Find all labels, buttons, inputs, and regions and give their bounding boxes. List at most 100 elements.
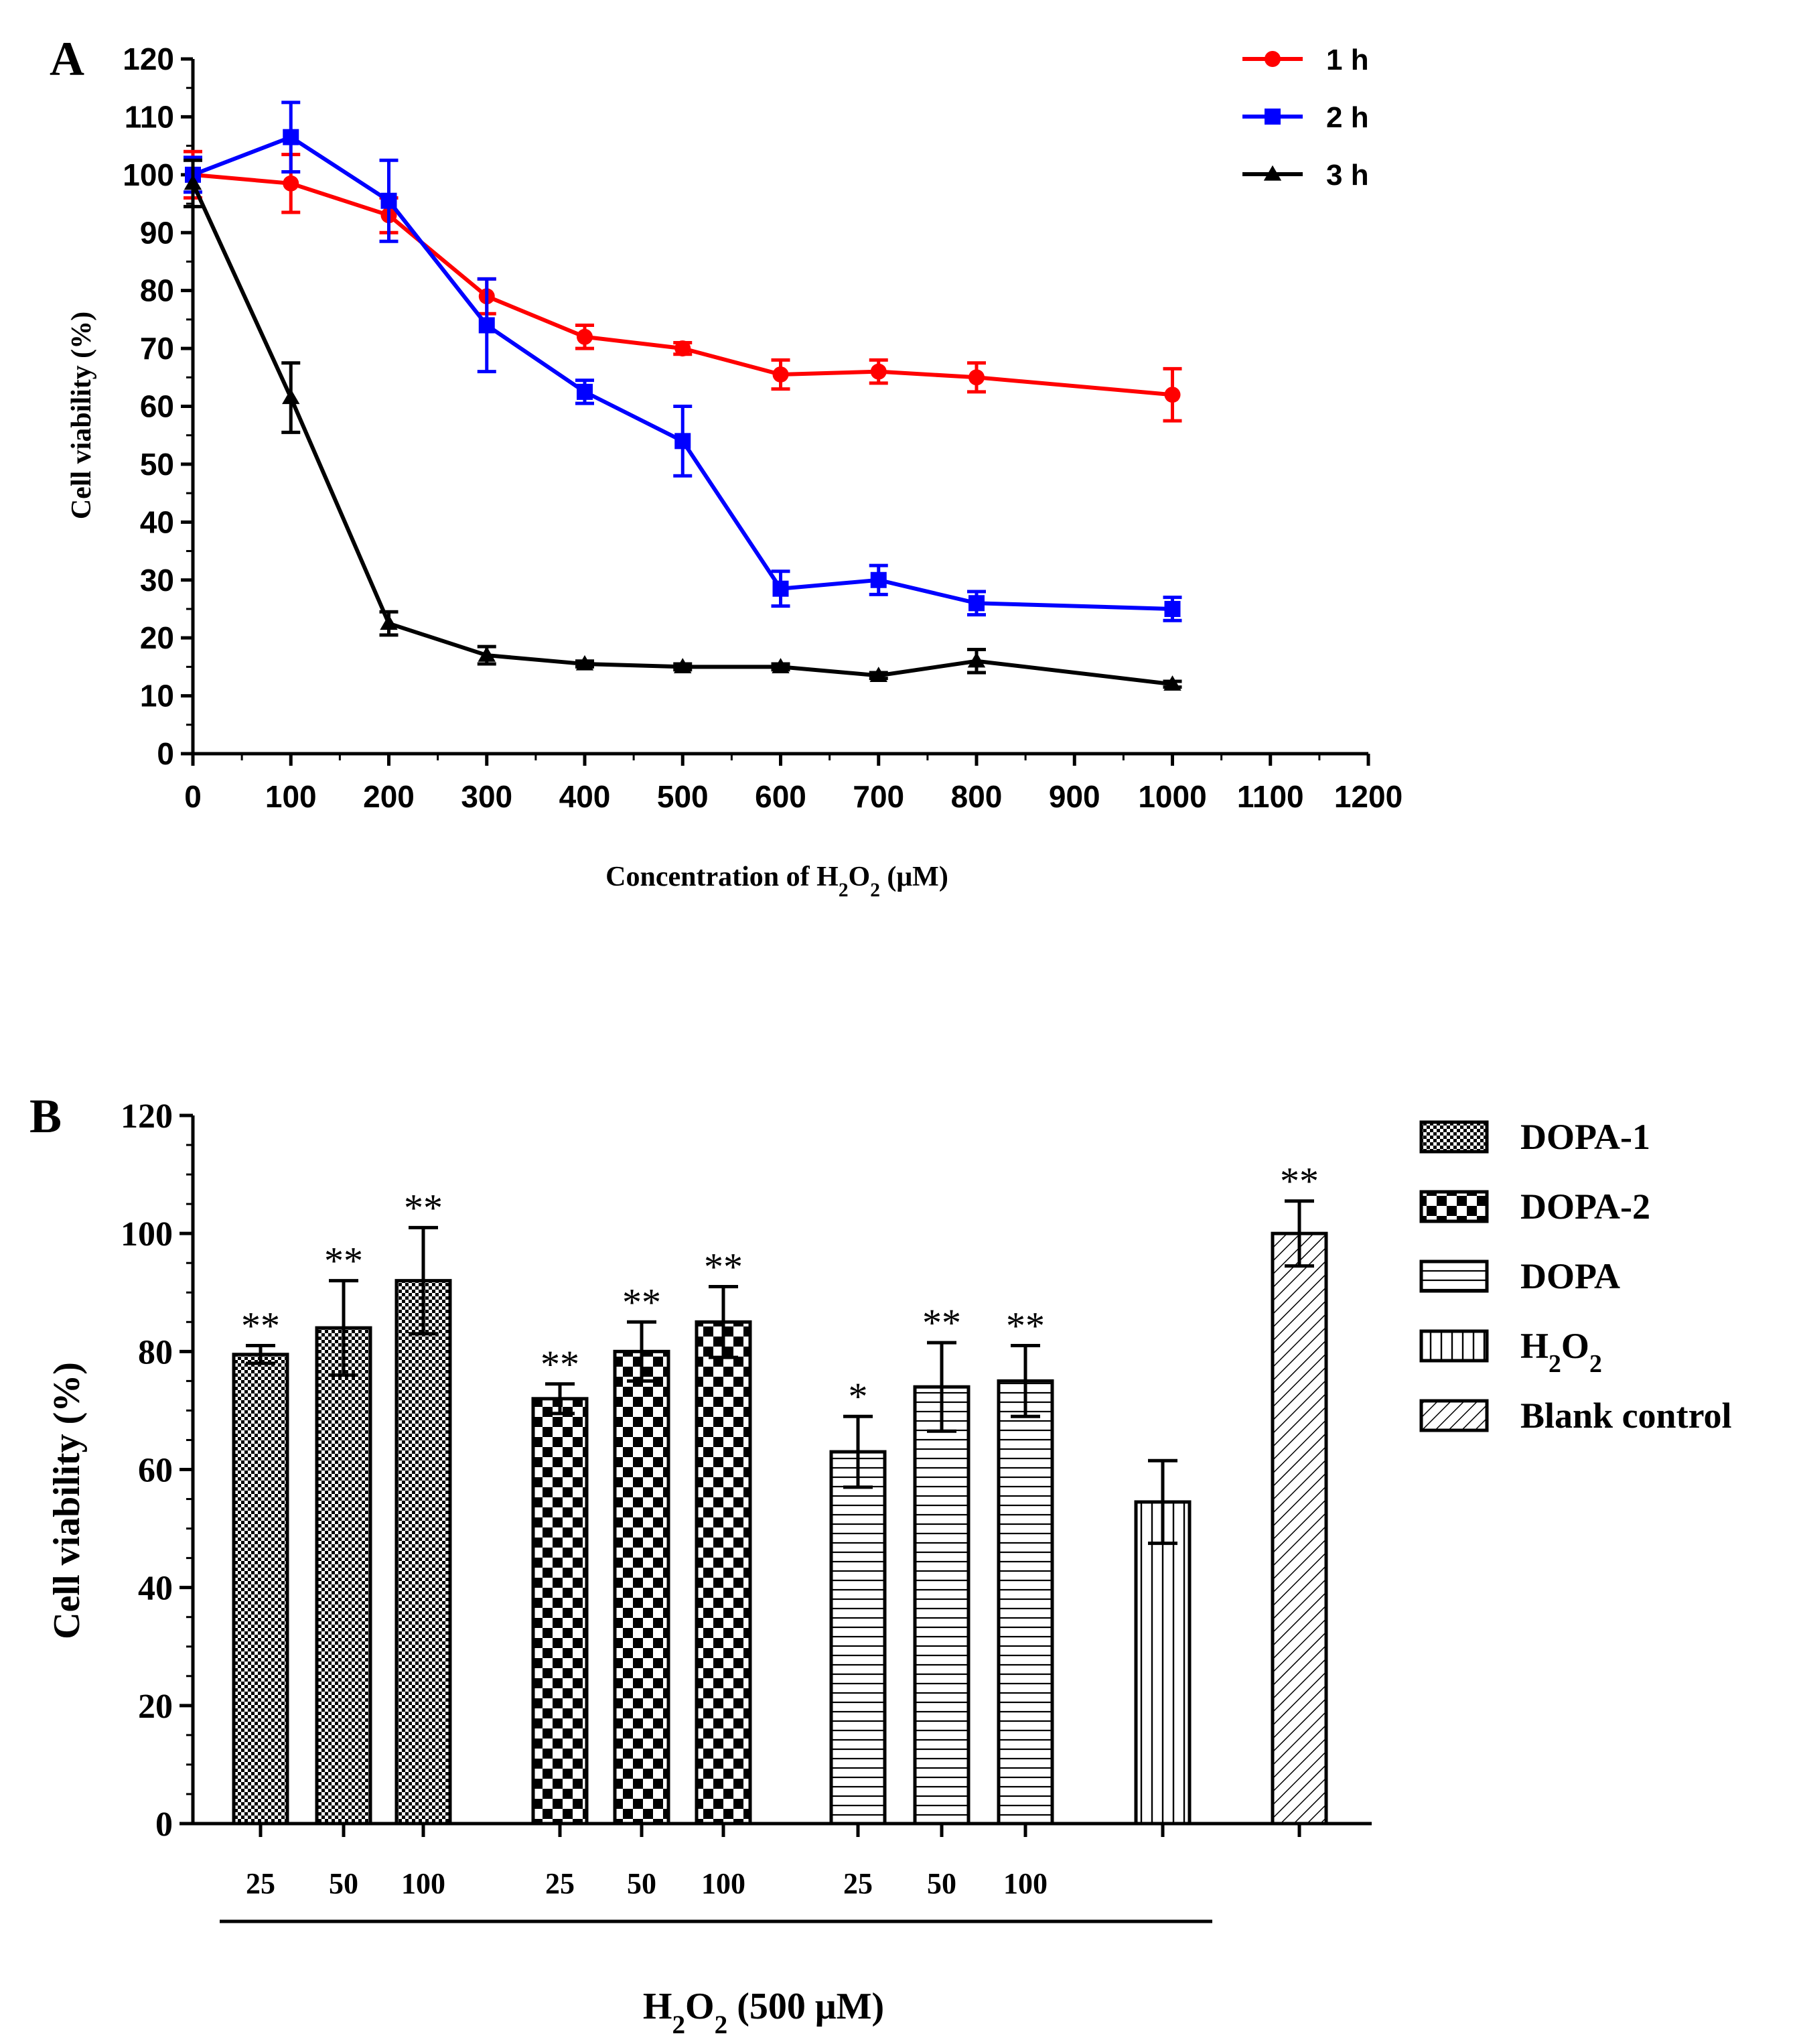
panel-a-x-tick-label: 1200 (1334, 779, 1403, 814)
panel-label-b: B (29, 1089, 62, 1143)
panel-a-x-axis-title: Concentration of H2O2 (μM) (605, 862, 948, 901)
data-point-2h (283, 129, 299, 145)
significance-label: * (849, 1375, 868, 1418)
bar (829, 1450, 887, 1826)
data-point-3h (674, 658, 692, 673)
bar (232, 1353, 289, 1826)
panel-a-y-tick-label: 70 (140, 331, 174, 366)
concentration-label: 25 (843, 1867, 873, 1900)
panel-a-y-tick-label: 50 (140, 447, 174, 482)
data-point-1h (674, 340, 691, 357)
legend-label: DOPA-1 (1520, 1117, 1650, 1157)
bar (1134, 1500, 1192, 1826)
panel-a-x-tick-label: 700 (853, 779, 904, 814)
legend-marker-1h (1265, 51, 1281, 67)
panel-b-y-tick-label: 60 (138, 1452, 173, 1490)
series-line-3h (191, 182, 1173, 687)
panel-a-x-tick-label: 600 (755, 779, 806, 814)
panel-a-y-tick-label: 60 (140, 389, 174, 424)
panel-a-y-tick-label: 110 (125, 99, 174, 134)
significance-label: ** (1006, 1304, 1045, 1348)
series-3h (184, 158, 1182, 691)
concentration-label: 25 (545, 1867, 575, 1900)
data-point-2h (870, 571, 887, 588)
panel-a-y-tick-label: 100 (123, 157, 174, 192)
data-point-3h (282, 389, 300, 405)
data-point-3h (575, 655, 594, 671)
legend-label: H2O2 (1520, 1326, 1602, 1378)
bar (394, 1279, 452, 1826)
series-line-1h (192, 172, 1173, 397)
legend-label: Blank control (1520, 1395, 1732, 1436)
concentration-label: 50 (627, 1867, 656, 1900)
panel-b-y-axis-title: Cell viability (%) (46, 1362, 88, 1639)
bar (531, 1397, 589, 1826)
series-1h (184, 149, 1182, 423)
bar (1271, 1231, 1328, 1826)
bar (315, 1326, 372, 1826)
legend-label: DOPA (1520, 1256, 1620, 1296)
legend-label-3h: 3 h (1326, 159, 1369, 192)
panel-a-y-axis-title: Cell viability (%) (66, 312, 97, 519)
bar (613, 1349, 670, 1826)
data-point-1h (283, 175, 299, 192)
significance-label: ** (622, 1280, 661, 1324)
significance-label: ** (1280, 1160, 1319, 1203)
data-point-3h (478, 646, 496, 662)
panel-b-y-tick-label: 100 (121, 1215, 173, 1253)
concentration-label: 100 (701, 1867, 745, 1900)
legend-swatch (1419, 1190, 1489, 1223)
panel-a-y-tick-label: 0 (157, 736, 174, 771)
legend-marker-3h (1263, 165, 1282, 181)
data-point-2h (772, 580, 789, 597)
panel-a-y-tick-label: 80 (140, 273, 174, 308)
data-point-2h (968, 595, 985, 612)
concentration-label: 100 (1003, 1867, 1048, 1900)
data-point-2h (1164, 600, 1181, 617)
panel-a-x-tick-label: 100 (265, 779, 317, 814)
data-point-3h (869, 667, 887, 682)
concentration-label: 50 (927, 1867, 956, 1900)
panel-a-x-tick-label: 900 (1049, 779, 1100, 814)
legend-label-2h: 2 h (1326, 101, 1369, 134)
significance-label: ** (541, 1343, 579, 1386)
concentration-label: 100 (401, 1867, 445, 1900)
legend-label-1h: 1 h (1326, 44, 1369, 76)
data-point-3h (380, 614, 398, 630)
concentration-label: 50 (329, 1867, 358, 1900)
data-point-2h (674, 433, 691, 450)
panel-a-x-tick-label: 300 (461, 779, 512, 814)
legend-swatch (1419, 1259, 1489, 1293)
panel-b-y-tick-label: 120 (121, 1097, 173, 1136)
significance-label: ** (241, 1304, 280, 1348)
data-point-3h (967, 652, 986, 668)
bar (913, 1385, 971, 1826)
panel-a-legend: 1 h 2 h 3 h (1242, 44, 1369, 192)
significance-label: ** (704, 1245, 743, 1288)
panel-b-y-tick-label: 20 (138, 1688, 173, 1726)
panel-a-y-tick-label: 40 (140, 504, 174, 539)
bar (695, 1320, 752, 1826)
panel-a-x-tick-label: 200 (363, 779, 415, 814)
panel-a-series (184, 100, 1182, 691)
panel-a-y-tick-label: 90 (140, 215, 174, 250)
data-point-3h (1163, 675, 1181, 691)
bar (997, 1379, 1054, 1826)
data-point-3h (772, 658, 790, 673)
legend-marker-2h (1265, 109, 1281, 125)
panel-b-y-tick-label: 80 (138, 1333, 173, 1371)
data-point-1h (577, 328, 593, 345)
legend-swatch (1419, 1120, 1489, 1154)
legend-swatch (1419, 1399, 1489, 1432)
series-2h (184, 100, 1182, 622)
data-point-2h (380, 192, 397, 209)
data-point-1h (1164, 387, 1181, 403)
panel-b-y-tick-label: 0 (155, 1805, 173, 1844)
legend-swatch (1419, 1329, 1489, 1363)
data-point-1h (870, 363, 887, 380)
data-point-1h (772, 366, 789, 383)
data-point-1h (968, 369, 985, 386)
significance-label: ** (404, 1186, 443, 1229)
panel-b-bars: *************** **** (232, 1160, 1328, 1826)
